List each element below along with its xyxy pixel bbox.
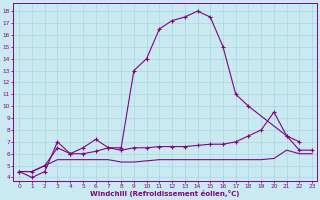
X-axis label: Windchill (Refroidissement éolien,°C): Windchill (Refroidissement éolien,°C) xyxy=(90,190,240,197)
